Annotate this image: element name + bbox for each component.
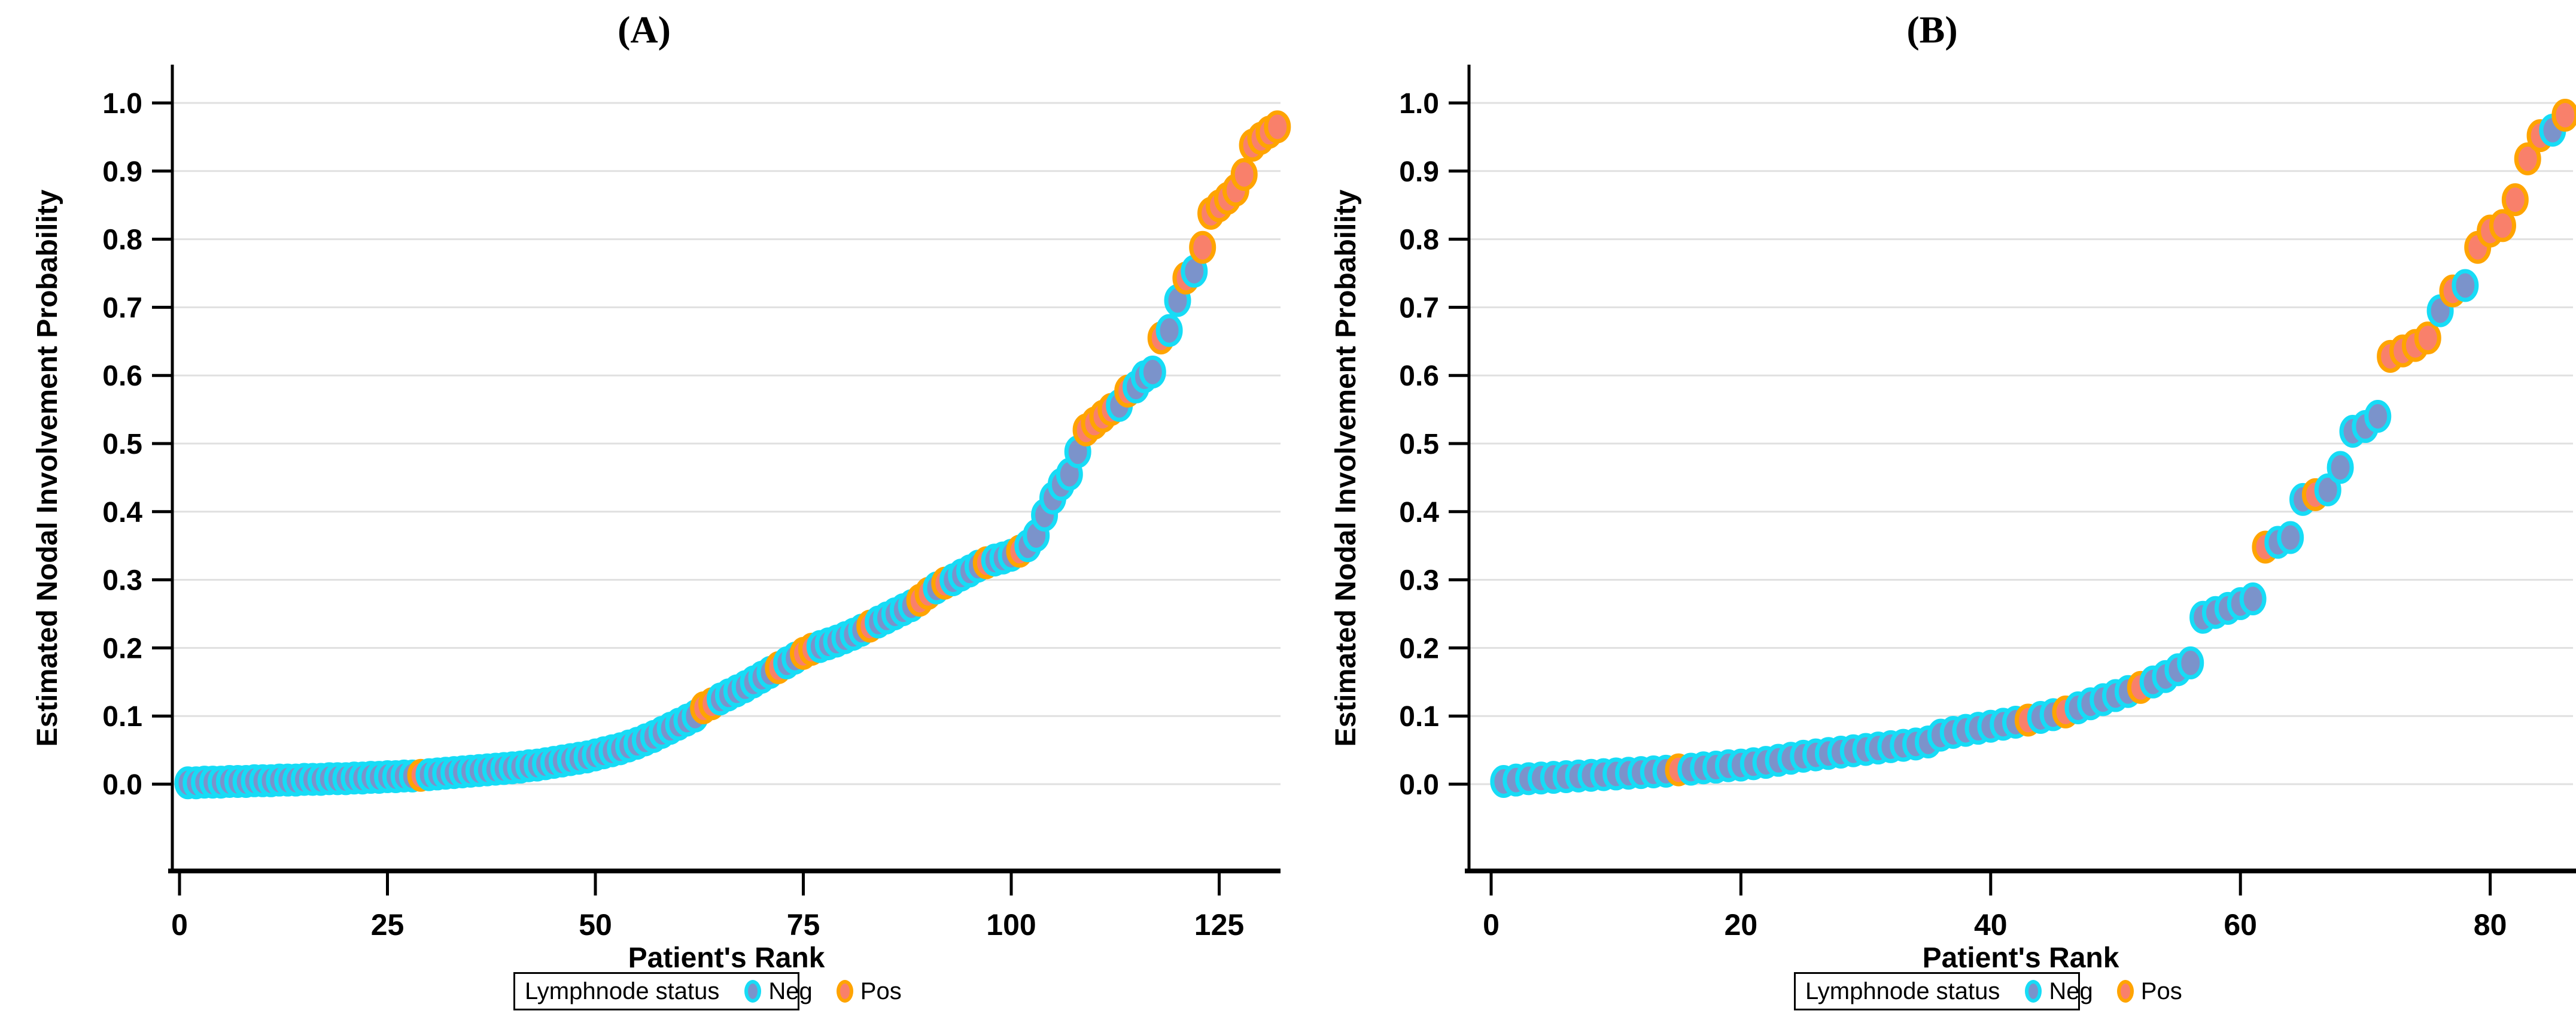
data-point-pos: [2501, 183, 2529, 217]
panel-b-legend: Lymphnode status Neg Pos: [1794, 972, 2182, 1010]
y-tick-label: 0.3: [102, 565, 142, 597]
neg-marker-icon: [2025, 980, 2042, 1003]
x-tick-label: 60: [2224, 908, 2257, 942]
y-tick-label: 0.4: [102, 497, 142, 529]
data-point-pos: [2551, 98, 2576, 132]
legend-title: Lymphnode status: [1805, 978, 2000, 1004]
legend-label-pos: Pos: [860, 978, 902, 1004]
x-tick-label: 80: [2474, 908, 2507, 942]
y-tick-label: 0.6: [1399, 360, 1439, 392]
y-tick-label: 0.2: [1399, 633, 1439, 664]
panel-b-title: (B): [1906, 8, 1958, 51]
data-point-neg: [2277, 521, 2304, 554]
data-point-pos: [2489, 209, 2516, 242]
data-point-neg: [1139, 356, 1166, 389]
y-tick-label: 0.1: [1399, 701, 1439, 733]
panel-b-y-axis-title: Estimated Nodal Involvement Probability: [1330, 189, 1362, 747]
y-tick-label: 0.5: [102, 429, 142, 460]
x-tick-label: 100: [986, 908, 1036, 942]
legend-title: Lymphnode status: [525, 978, 720, 1004]
panel-a-y-axis-title: Estimated Nodal Involvement Probability: [32, 189, 63, 747]
x-tick-label: 125: [1194, 908, 1244, 942]
data-point-neg: [2452, 269, 2479, 302]
y-tick-label: 0.9: [102, 156, 142, 188]
neg-marker-icon: [744, 980, 762, 1003]
y-tick-label: 0.5: [1399, 429, 1439, 460]
data-point-pos: [1230, 157, 1258, 191]
data-point-pos: [1264, 110, 1291, 144]
legend-label-pos: Pos: [2140, 978, 2182, 1004]
y-tick-label: 1.0: [1399, 88, 1439, 120]
pos-marker-icon: [836, 980, 853, 1003]
panel-b-x-axis-title: Patient's Rank: [1922, 942, 2119, 974]
y-tick-label: 0.8: [102, 224, 142, 256]
data-point-neg: [2177, 646, 2204, 679]
y-tick-label: 1.0: [102, 88, 142, 120]
y-tick-label: 0.8: [1399, 224, 1439, 256]
y-tick-label: 0.0: [1399, 769, 1439, 801]
data-point-pos: [1189, 230, 1216, 264]
y-tick-label: 0.7: [102, 292, 142, 324]
y-tick-label: 0.1: [102, 701, 142, 733]
legend-label-neg: Neg: [2049, 978, 2093, 1004]
x-tick-label: 20: [1725, 908, 1758, 942]
y-tick-label: 0.0: [102, 769, 142, 801]
y-tick-label: 0.3: [1399, 565, 1439, 597]
data-point-neg: [2364, 399, 2392, 433]
x-tick-label: 75: [787, 908, 820, 942]
x-tick-label: 40: [1974, 908, 2008, 942]
y-tick-label: 0.6: [102, 360, 142, 392]
data-point-neg: [2239, 582, 2267, 615]
data-point-neg: [2326, 451, 2354, 484]
y-tick-label: 0.2: [102, 633, 142, 664]
y-tick-label: 0.7: [1399, 292, 1439, 324]
data-point-pos: [2514, 142, 2541, 175]
x-tick-label: 0: [1483, 908, 1500, 942]
panel-a-legend: Lymphnode status Neg Pos: [513, 972, 902, 1010]
data-point-neg: [1155, 314, 1183, 347]
legend-label-neg: Neg: [768, 978, 813, 1004]
y-tick-label: 0.4: [1399, 497, 1439, 529]
y-tick-label: 0.9: [1399, 156, 1439, 188]
pos-marker-icon: [2116, 980, 2134, 1003]
data-point-pos: [2414, 321, 2441, 355]
panel-a-title: (A): [618, 8, 671, 51]
panel-a-x-axis-title: Patient's Rank: [628, 942, 825, 974]
x-tick-label: 0: [171, 908, 188, 942]
x-tick-label: 25: [371, 908, 405, 942]
x-tick-label: 50: [579, 908, 612, 942]
data-point-neg: [2314, 473, 2341, 506]
